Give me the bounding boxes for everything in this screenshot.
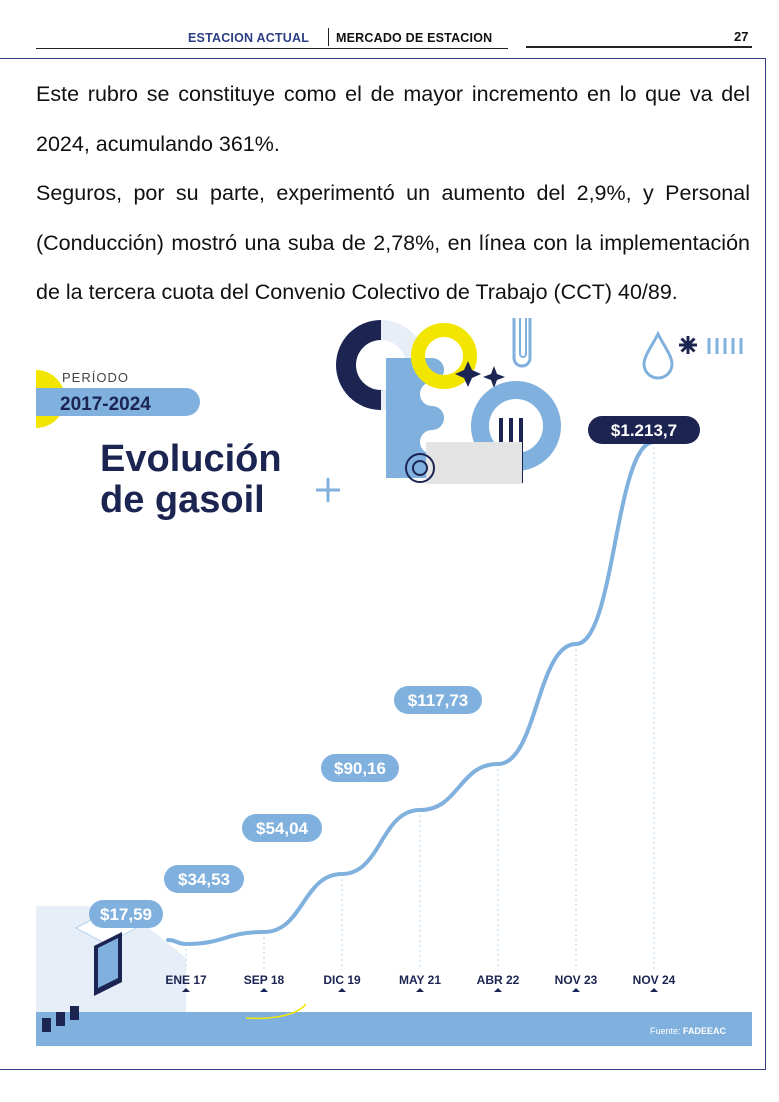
infographic-title-line1: Evolución	[100, 438, 282, 480]
source-label: Fuente:	[650, 1026, 681, 1036]
period-badge: PERÍODO 2017-2024	[36, 370, 200, 416]
bottom-band	[36, 1012, 752, 1046]
data-label-bg	[394, 686, 482, 714]
data-label-bg	[588, 416, 700, 444]
body-text: Este rubro se constituye como el de mayo…	[36, 70, 750, 318]
paragraph: Este rubro se constituye como el de mayo…	[36, 82, 750, 156]
x-tick-label: NOV 23	[555, 973, 598, 987]
x-tick-label: NOV 24	[633, 973, 676, 987]
header-rule-right	[526, 46, 752, 48]
series-line	[166, 440, 656, 947]
infographic-title-line2: de gasoil	[100, 479, 265, 521]
data-label-bg	[242, 814, 322, 842]
data-label: $17,59	[100, 905, 152, 924]
decorative-shapes	[36, 318, 743, 502]
data-label-bg	[89, 900, 163, 928]
tick-marker	[260, 988, 268, 992]
page-frame	[0, 58, 766, 1070]
x-tick-label: MAY 21	[399, 973, 441, 987]
data-label-bg	[321, 754, 399, 782]
x-tick-label: SEP 18	[244, 973, 285, 987]
data-label: $34,53	[178, 870, 230, 889]
section-label: ESTACION ACTUAL	[188, 31, 310, 45]
gasoil-infographic: PERÍODO 2017-2024 Evolución de gasoil Fu…	[36, 318, 752, 1046]
data-label: $90,16	[334, 759, 386, 778]
tick-marker	[494, 988, 502, 992]
gasoil-line-chart: ENE 17 SEP 18 DIC 19 MAY 21 ABR 22 NOV 23 NOV …	[89, 416, 700, 992]
page-header: ESTACION ACTUAL MERCADO DE ESTACION 27	[0, 0, 779, 60]
tick-marker	[572, 988, 580, 992]
tick-marker	[416, 988, 424, 992]
section-title: MERCADO DE ESTACION	[336, 31, 493, 45]
period-value: 2017-2024	[60, 394, 151, 415]
x-tick-label: ENE 17	[165, 973, 207, 987]
period-label: PERÍODO	[62, 370, 129, 385]
paragraph: Seguros, por su parte, experimentó un au…	[36, 181, 750, 304]
data-label: $1.213,7	[611, 421, 677, 440]
data-label: $117,73	[408, 691, 469, 710]
tick-marker	[182, 988, 190, 992]
x-tick-label: ABR 22	[477, 973, 520, 987]
x-tick-label: DIC 19	[323, 973, 361, 987]
data-label: $54,04	[256, 819, 309, 838]
data-label-bg	[164, 865, 244, 893]
source-note: Fuente: FADEEAC	[650, 1026, 727, 1036]
page-number: 27	[734, 29, 749, 44]
source-value: FADEEAC	[683, 1026, 727, 1036]
header-rule	[36, 48, 508, 49]
tick-marker	[650, 988, 658, 992]
tick-marker	[338, 988, 346, 992]
header-separator	[328, 28, 329, 46]
